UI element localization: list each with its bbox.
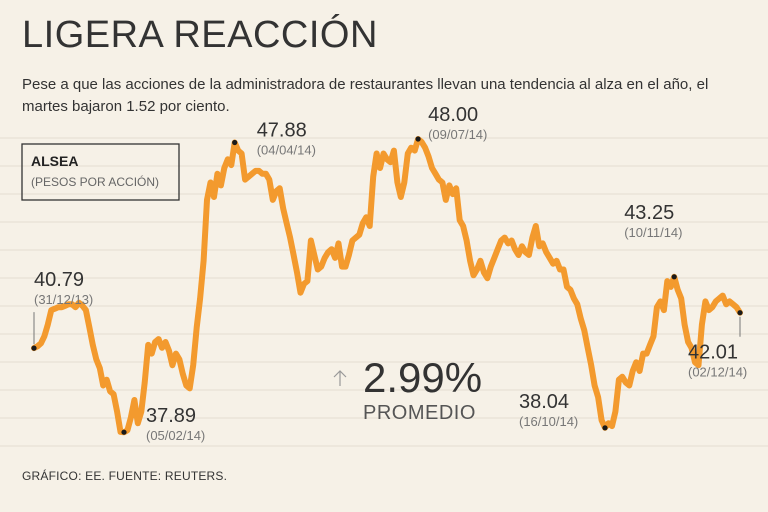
annotation-value: 38.04 [519, 391, 569, 413]
annotation-date: (02/12/14) [688, 365, 747, 380]
average-block: 2.99% PROMEDIO [333, 354, 482, 424]
annotation-marker [415, 136, 421, 142]
annotation-value: 42.01 [688, 342, 738, 364]
annotation-value: 40.79 [34, 269, 84, 291]
average-value: 2.99% [363, 354, 482, 401]
price-series-line [31, 136, 743, 436]
annotation-date: (04/04/14) [257, 143, 316, 158]
annotation-value: 37.89 [146, 405, 196, 427]
annotation-date: (09/07/14) [428, 127, 487, 142]
annotation-date: (05/02/14) [146, 428, 205, 443]
annotation-marker [232, 139, 238, 146]
legend-ticker: ALSEA [31, 153, 78, 169]
annotation-marker [31, 345, 37, 351]
annotation-date: (31/12/13) [34, 292, 93, 307]
average-label: PROMEDIO [363, 402, 476, 424]
legend-unit: (PESOS POR ACCIÓN) [31, 174, 159, 189]
source-note: GRÁFICO: EE. FUENTE: REUTERS. [22, 469, 228, 483]
chart-title: LIGERA REACCIÓN [22, 14, 378, 56]
annotation-group: 40.79(31/12/13) 37.89(05/02/14) 47.88(04/0… [31, 104, 747, 443]
annotation-date: (16/10/14) [519, 414, 578, 429]
annotation-value: 48.00 [428, 104, 478, 126]
annotation-marker [602, 425, 608, 431]
legend-frame [21, 143, 180, 201]
annotation-value: 43.25 [624, 202, 674, 224]
annotation-marker [737, 310, 743, 316]
annotation-marker [121, 429, 127, 435]
annotation-marker [671, 274, 677, 280]
series-group [31, 136, 743, 436]
annotation-date: (10/11/14) [624, 225, 682, 240]
up-arrow-icon [333, 370, 347, 386]
legend-box: ALSEA (PESOS POR ACCIÓN) [21, 143, 180, 201]
chart-subtitle: Pese a que las acciones de la administra… [22, 76, 709, 115]
annotation-value: 47.88 [257, 120, 307, 142]
